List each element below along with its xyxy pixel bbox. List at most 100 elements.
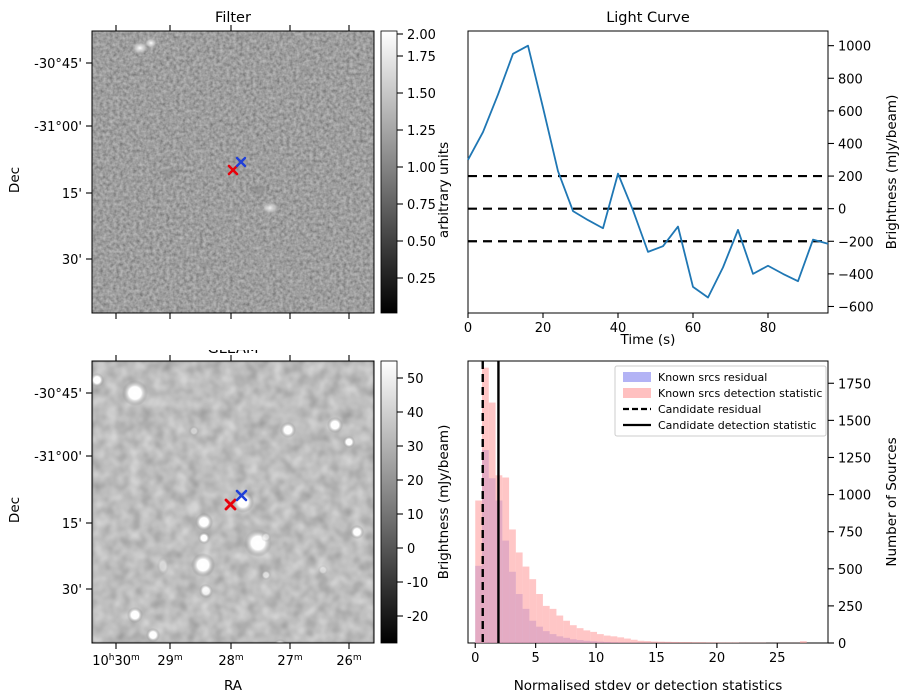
panel-gleam: GLEAM — [0, 350, 453, 699]
gleam-dec-tick-0: -30°45' — [34, 387, 82, 402]
filter-cbar-tick-0: 0.25 — [407, 272, 436, 287]
histogram-bar — [671, 641, 679, 643]
filter-cbar-tick-3: 1.00 — [407, 161, 436, 176]
histogram-bar — [691, 642, 699, 643]
light-curve-line — [467, 44, 829, 299]
y-tick-label: 500 — [838, 563, 863, 578]
y-tick-label: 1000 — [838, 489, 871, 504]
histogram-bar — [556, 615, 564, 643]
y-tick-label: 250 — [838, 600, 863, 615]
histogram-bar — [597, 634, 604, 643]
x-tick-label: 0 — [471, 651, 479, 666]
histogram-bar — [657, 641, 665, 643]
histogram-x-axis: 0 5 10 15 20 25 — [471, 643, 786, 666]
filter-dec-tick-0: -30°45' — [34, 57, 82, 72]
gleam-ra-tick-3: 27m — [277, 653, 302, 669]
gleam-cbar-tick-2: 0 — [407, 542, 415, 557]
light-curve-title: Light Curve — [606, 10, 690, 26]
histogram-candidate-lines — [481, 361, 500, 643]
histogram-bar — [576, 628, 584, 643]
legend-label-1: Known srcs detection statistic — [658, 387, 822, 400]
filter-cbar-label: arbitrary units — [436, 142, 452, 238]
gleam-cbar-tick-4: 20 — [407, 474, 424, 489]
histogram-bar — [515, 552, 523, 643]
histogram-bar — [684, 642, 692, 643]
histogram-bar — [536, 594, 543, 643]
blue-cross-icon — [235, 156, 247, 168]
gleam-cbar-tick-7: 50 — [407, 372, 424, 387]
y-tick-label: 1250 — [838, 451, 871, 466]
gleam-dec-axis: -30°45' -31°00' 15' 30' Dec — [7, 387, 92, 598]
histogram-bar — [482, 367, 489, 643]
filter-dec-axis: -30°45' -31°00' 15' 30' Dec — [7, 57, 92, 268]
y-tick-label: −400 — [838, 268, 874, 283]
filter-cbar-tick-7: 2.00 — [407, 28, 436, 43]
gleam-dec-tick-2: 15' — [62, 517, 82, 532]
filter-dec-tick-2: 15' — [62, 187, 82, 202]
histogram-bar — [630, 639, 638, 643]
histogram-bar — [569, 625, 577, 643]
gleam-dec-tick-1: -31°00' — [34, 450, 82, 465]
y-tick-label: 400 — [838, 137, 863, 152]
x-tick-label: 5 — [532, 651, 540, 666]
gleam-cbar-tick-1: -10 — [407, 576, 428, 591]
histogram-xlabel: Normalised stdev or detection statistics — [514, 678, 783, 694]
histogram-y-axis: 0 250 500 750 1000 1250 1500 1750 — [828, 377, 871, 652]
histogram-bar — [664, 641, 672, 643]
histogram-bar — [617, 637, 625, 643]
gleam-colorbar: -20 -10 0 10 20 30 40 50 Brightness (mJy… — [380, 360, 452, 644]
legend-box — [614, 365, 827, 437]
histogram-bar — [475, 500, 483, 643]
filter-sky-image — [91, 30, 375, 314]
histogram-bar — [644, 641, 652, 643]
y-tick-label: 1500 — [838, 414, 871, 429]
legend-swatch-0 — [623, 372, 651, 382]
x-tick-label: 15 — [648, 651, 665, 666]
filter-cbar-tick-4: 1.25 — [407, 124, 436, 139]
histogram-bar — [502, 477, 510, 643]
legend-swatch-1 — [623, 388, 651, 398]
histogram-bar — [705, 642, 713, 643]
gleam-source-markers — [224, 489, 248, 511]
gleam-sky-image — [91, 360, 375, 644]
panel-filter: Filter — [0, 0, 453, 350]
gleam-cbar-tick-0: -20 — [407, 610, 428, 625]
y-tick-label: 200 — [838, 170, 863, 185]
light-curve-xlabel: Time (s) — [620, 332, 676, 348]
x-tick-label: 20 — [709, 651, 726, 666]
light-curve-ylabel: Brightness (mJy/beam) — [884, 95, 900, 250]
x-tick-label: 40 — [610, 321, 627, 336]
panel-light-curve: Light Curve 0 20 40 60 80 −600 −400 −200 0 200 40… — [453, 0, 907, 350]
filter-cbar-tick-5: 1.50 — [407, 87, 436, 102]
gleam-ra-tick-2: 28m — [218, 653, 243, 669]
histogram-bar — [529, 579, 537, 643]
gleam-cbar-tick-5: 30 — [407, 440, 424, 455]
x-tick-label: 20 — [535, 321, 552, 336]
filter-cbar-tick-1: 0.50 — [407, 235, 436, 250]
histogram-bar — [509, 529, 516, 643]
gleam-ra-tick-1: 29m — [157, 653, 182, 669]
light-curve-threshold-lines — [468, 174, 828, 243]
y-tick-label: −600 — [838, 300, 874, 315]
histogram-legend[interactable]: Known srcs residual Known srcs detection … — [614, 365, 827, 437]
y-tick-label: 0 — [838, 637, 846, 652]
histogram-bar — [590, 631, 598, 643]
legend-label-0: Known srcs residual — [658, 371, 767, 384]
x-tick-label: 25 — [769, 651, 786, 666]
gleam-xlabel: RA — [224, 678, 243, 694]
x-tick-label: 60 — [685, 321, 702, 336]
x-tick-label: 10 — [588, 651, 605, 666]
red-cross-icon — [227, 164, 239, 176]
y-tick-label: 750 — [838, 526, 863, 541]
gleam-ra-tick-4: 26m — [336, 653, 361, 669]
histogram-bar — [651, 641, 658, 643]
filter-source-markers — [227, 156, 247, 176]
gleam-ylabel: Dec — [7, 497, 23, 523]
x-tick-label: 0 — [464, 321, 472, 336]
histogram-bar — [542, 605, 550, 643]
filter-dec-tick-1: -31°00' — [34, 120, 82, 135]
y-tick-label: 0 — [838, 203, 846, 218]
panel-title-gleam: GLEAM — [208, 350, 259, 357]
filter-cbar-tick-2: 0.75 — [407, 198, 436, 213]
